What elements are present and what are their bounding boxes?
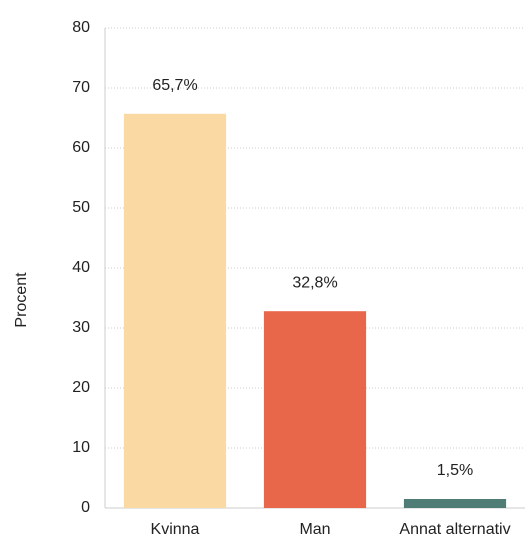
y-tick-label: 10 [72,439,90,456]
y-tick-label: 0 [81,499,90,516]
x-tick-label: Man [299,521,330,538]
x-tick-label: Kvinna [151,521,200,538]
y-tick-label: 50 [72,199,90,216]
y-tick-label: 20 [72,379,90,396]
y-tick-label: 60 [72,139,90,156]
y-tick-label: 70 [72,79,90,96]
bar [123,113,227,509]
bar [263,311,367,508]
x-tick-label: Annat alternativ [399,521,510,538]
value-label: 1,5% [437,462,473,479]
value-label: 32,8% [292,274,337,291]
bar [403,499,507,508]
y-tick-label: 30 [72,319,90,336]
y-tick-label: 40 [72,259,90,276]
y-tick-label: 80 [72,19,90,36]
y-axis-label: Procent [13,272,30,328]
value-label: 65,7% [152,77,197,94]
